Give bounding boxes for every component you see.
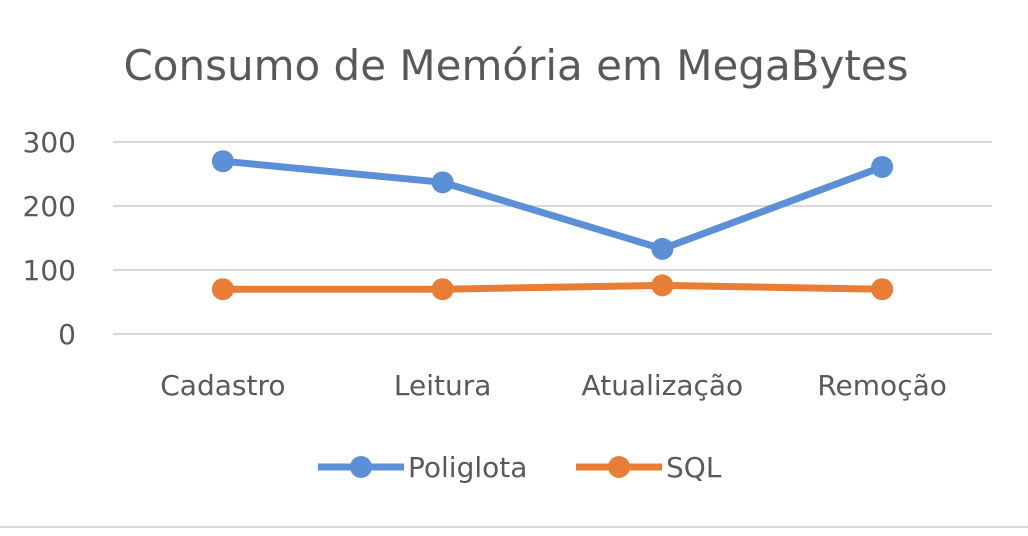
gridlines (113, 141, 992, 335)
y-axis-ticks: 0 100 200 300 (23, 126, 76, 351)
data-point-sql (211, 278, 234, 301)
chart-title: Consumo de Memória em MegaBytes (123, 41, 908, 90)
x-tick-label: Cadastro (160, 369, 285, 402)
x-tick-label: Atualização (582, 369, 744, 402)
legend-marker-sql (608, 456, 630, 478)
data-point-poliglota (651, 237, 674, 260)
y-tick-label: 200 (23, 190, 76, 223)
y-tick-label: 100 (23, 254, 76, 287)
series-line-sql (219, 281, 886, 293)
data-point-sql (871, 278, 894, 301)
legend-item-sql: SQL (576, 451, 722, 484)
x-axis-ticks: Cadastro Leitura Atualização Remoção (160, 369, 947, 402)
legend: Poliglota SQL (318, 451, 722, 484)
x-tick-label: Leitura (394, 369, 492, 402)
series-lines (211, 150, 894, 301)
data-point-poliglota (431, 171, 454, 194)
data-point-poliglota (211, 150, 234, 173)
data-point-sql (651, 274, 674, 297)
data-point-poliglota (871, 155, 894, 178)
y-tick-label: 300 (23, 126, 76, 159)
y-tick-label: 0 (58, 318, 76, 351)
legend-label-poliglota: Poliglota (408, 451, 527, 484)
series-line-poliglota (219, 157, 886, 253)
x-tick-label: Remoção (817, 369, 947, 402)
legend-item-poliglota: Poliglota (318, 451, 527, 484)
data-point-sql (431, 278, 454, 301)
legend-marker-poliglota (350, 456, 372, 478)
legend-label-sql: SQL (666, 451, 722, 484)
